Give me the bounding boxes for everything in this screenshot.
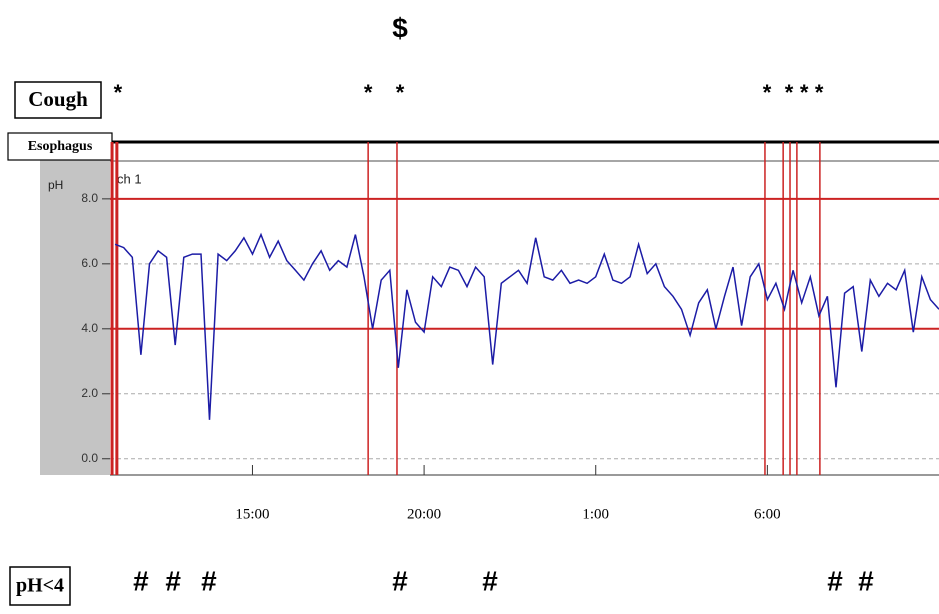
y-axis-label: pH bbox=[48, 178, 63, 192]
acid-mark: # bbox=[392, 565, 408, 596]
x-tick-label: 20:00 bbox=[407, 506, 441, 522]
top-mark: $ bbox=[392, 12, 408, 43]
cough-mark: * bbox=[114, 80, 123, 105]
acid-mark: # bbox=[201, 565, 217, 596]
cough-mark: * bbox=[364, 80, 373, 105]
acid-box bbox=[9, 566, 71, 606]
acid-mark: # bbox=[165, 565, 181, 596]
cough-box bbox=[14, 81, 102, 119]
channel-box bbox=[7, 132, 113, 161]
cough-mark: * bbox=[785, 80, 794, 105]
acid-mark: # bbox=[858, 565, 874, 596]
x-tick-label: 1:00 bbox=[582, 506, 609, 522]
x-tick-label: 15:00 bbox=[235, 506, 269, 522]
data-line bbox=[114, 232, 939, 420]
y-tick-label: 2.0 bbox=[81, 386, 98, 400]
acid-mark: # bbox=[482, 565, 498, 596]
y-tick-label: 0.0 bbox=[81, 451, 98, 465]
channel-label: Esophagus bbox=[28, 139, 93, 154]
y-tick-label: 8.0 bbox=[81, 191, 98, 205]
cough-mark: * bbox=[396, 80, 405, 105]
cough-mark: * bbox=[815, 80, 824, 105]
axis-panel bbox=[40, 160, 110, 475]
y-tick-label: 6.0 bbox=[81, 256, 98, 270]
cough-label: Cough bbox=[28, 87, 88, 111]
cough-mark: * bbox=[800, 80, 809, 105]
legend-label: ch 1 bbox=[117, 171, 142, 186]
acid-mark: # bbox=[133, 565, 149, 596]
cough-mark: * bbox=[763, 80, 772, 105]
acid-label: pH<4 bbox=[16, 575, 64, 597]
y-tick-label: 4.0 bbox=[81, 321, 98, 335]
acid-mark: # bbox=[827, 565, 843, 596]
x-tick-label: 6:00 bbox=[754, 506, 781, 522]
